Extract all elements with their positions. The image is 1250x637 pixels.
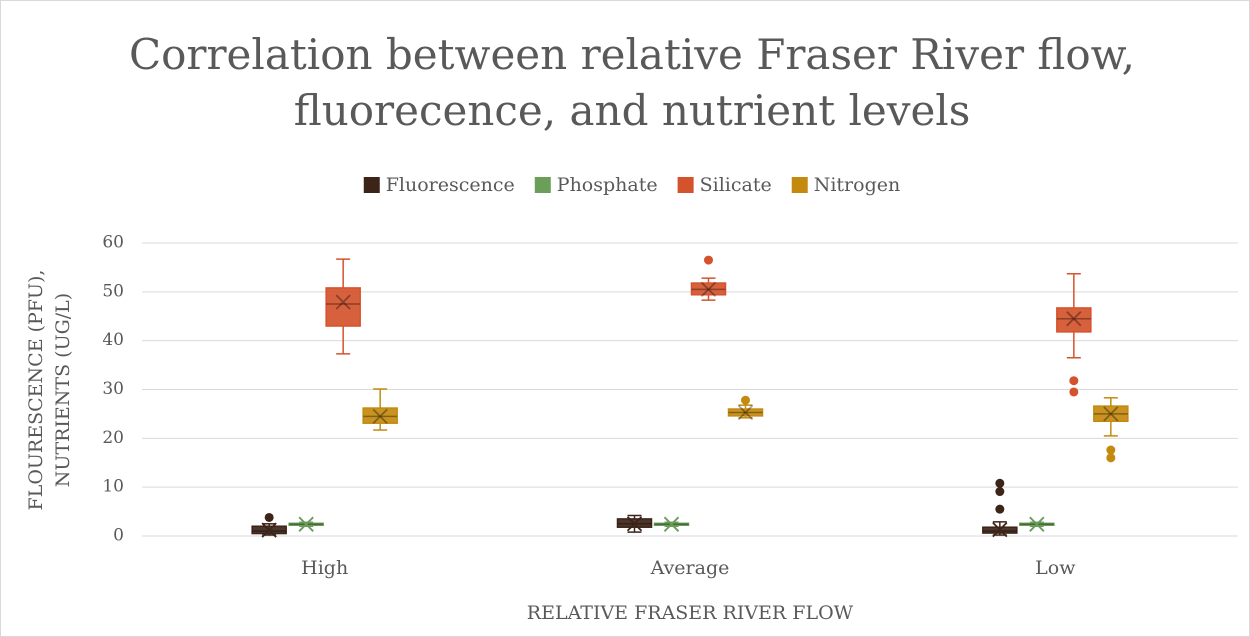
legend-swatch — [534, 177, 551, 193]
y-axis-title: FLOURESCENCE (PFU), — [25, 270, 47, 511]
outlier — [995, 478, 1005, 488]
legend-label: Fluorescence — [386, 174, 515, 196]
box — [690, 282, 727, 296]
y-tick-label: 60 — [102, 233, 124, 253]
x-tick-label: Low — [1035, 557, 1076, 579]
x-axis-title: RELATIVE FRASER RIVER FLOW — [527, 602, 854, 624]
outlier — [741, 395, 750, 405]
mean-marker — [335, 294, 351, 310]
chart-title: Correlation between relative Fraser Rive… — [129, 30, 1135, 79]
mean-marker — [1066, 311, 1082, 327]
outlier — [1069, 387, 1079, 397]
legend-swatch — [363, 177, 380, 193]
legend-label: Silicate — [700, 174, 772, 196]
outlier — [264, 512, 274, 522]
x-tick-label: High — [301, 557, 348, 579]
mean-marker — [737, 404, 754, 421]
outlier — [995, 487, 1005, 497]
legend-swatch — [791, 177, 808, 193]
chart-title: fluorecence, and nutrient levels — [294, 86, 971, 135]
box — [325, 287, 361, 327]
mean-marker — [298, 516, 314, 532]
mean-marker — [663, 516, 680, 532]
x-tick-label: Average — [650, 557, 730, 579]
outlier — [1106, 453, 1116, 463]
outlier — [1106, 445, 1116, 455]
mean-marker — [261, 522, 277, 538]
legend-swatch — [677, 177, 694, 193]
mean-marker — [700, 281, 717, 298]
y-tick-label: 30 — [102, 379, 124, 399]
outlier — [995, 504, 1005, 514]
y-tick-label: 0 — [113, 526, 124, 546]
box — [362, 407, 398, 424]
legend-label: Phosphate — [557, 174, 658, 196]
y-tick-label: 20 — [102, 428, 124, 448]
mean-marker — [1029, 516, 1045, 532]
box — [1093, 405, 1129, 422]
legend-label: Nitrogen — [814, 174, 901, 196]
mean-marker — [372, 408, 388, 424]
box — [727, 408, 764, 417]
y-tick-label: 50 — [102, 281, 124, 301]
outlier — [1069, 376, 1079, 386]
y-axis-title: NUTRIENTS (UG/L) — [52, 293, 74, 487]
y-tick-label: 40 — [102, 330, 124, 350]
mean-marker — [626, 516, 643, 532]
mean-marker — [1103, 406, 1119, 422]
box — [1056, 307, 1092, 333]
outlier — [704, 255, 713, 265]
y-tick-label: 10 — [102, 477, 124, 497]
mean-marker — [992, 522, 1008, 538]
